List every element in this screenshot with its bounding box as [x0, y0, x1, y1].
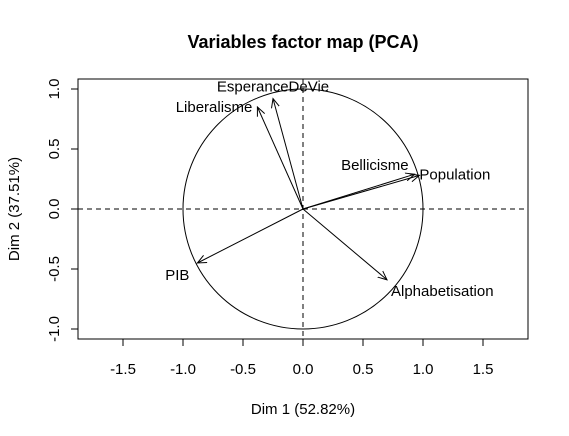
y-tick-label: 0.5 — [46, 139, 63, 160]
variable-labels: EsperanceDeVie Liberalisme Bellicisme Popul… — [165, 79, 493, 300]
x-tick-label: 1.0 — [413, 361, 434, 378]
arrow-liberalisme — [257, 107, 304, 210]
x-tick-label: 1.5 — [473, 361, 494, 378]
label-population: Population — [419, 166, 490, 183]
y-tick-label: -1.0 — [46, 316, 63, 342]
y-axis-label: Dim 2 (37.51%) — [6, 157, 23, 261]
x-axis-label: Dim 1 (52.82%) — [251, 401, 355, 418]
x-tick-label: 0.5 — [353, 361, 374, 378]
arrow-alphabetisation — [302, 208, 387, 280]
variable-arrows — [197, 99, 419, 280]
y-tick-label: -0.5 — [46, 256, 63, 282]
y-tick-label: 1.0 — [46, 79, 63, 100]
label-pib: PIB — [165, 267, 189, 284]
label-bellicisme: Bellicisme — [341, 157, 409, 174]
label-esperancedevie: EsperanceDeVie — [217, 79, 329, 96]
label-alphabetisation: Alphabetisation — [391, 283, 494, 300]
chart-title: Variables factor map (PCA) — [187, 32, 418, 52]
x-tick-label: -1.0 — [170, 361, 196, 378]
x-tick-label: -0.5 — [230, 361, 256, 378]
label-liberalisme: Liberalisme — [176, 99, 253, 116]
arrow-population — [302, 175, 419, 210]
arrow-pib — [197, 208, 304, 263]
arrow-esperancedevie — [273, 99, 304, 210]
x-axis: -1.5 -1.0 -0.5 0.0 0.5 1.0 1.5 — [110, 338, 494, 378]
y-axis: -1.0 -0.5 0.0 0.5 1.0 — [46, 79, 79, 342]
x-tick-label: 0.0 — [293, 361, 314, 378]
y-tick-label: 0.0 — [46, 199, 63, 220]
x-tick-label: -1.5 — [110, 361, 136, 378]
